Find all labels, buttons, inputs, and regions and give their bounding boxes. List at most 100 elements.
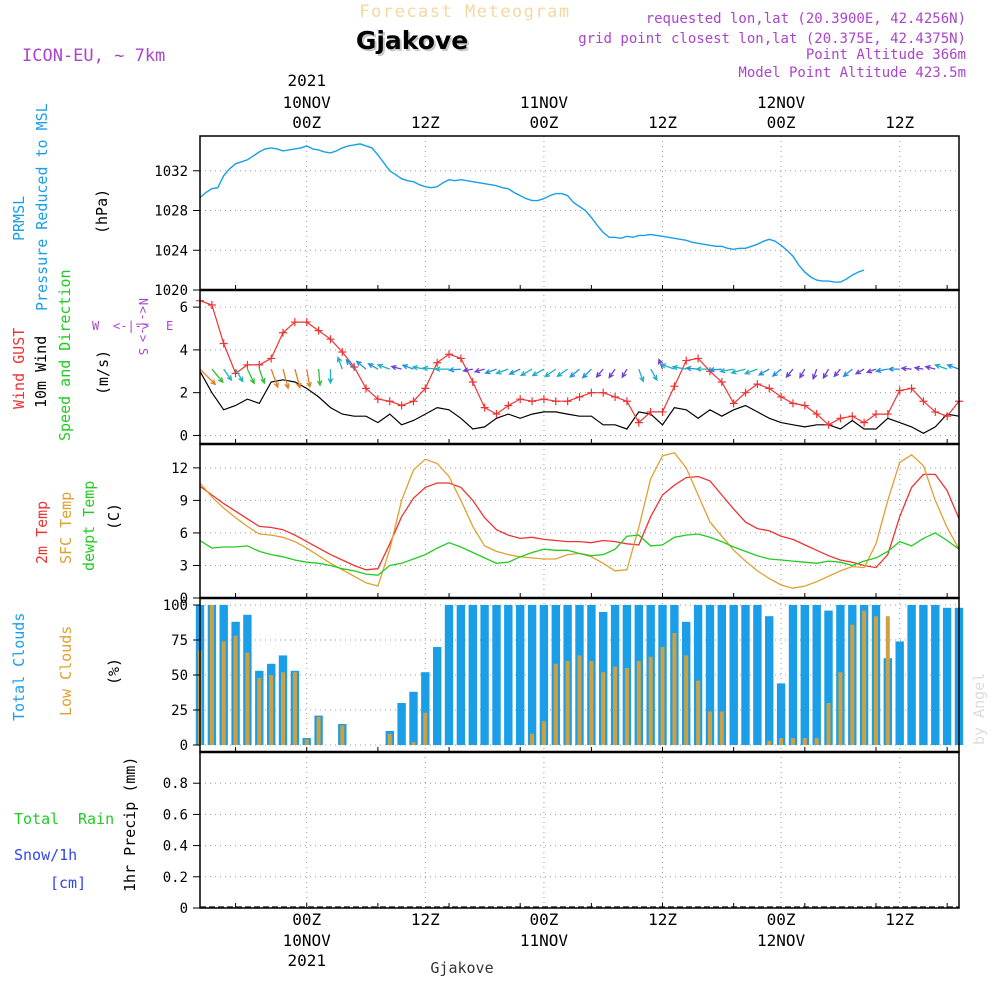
total-cloud-bar [931, 605, 940, 745]
chart-title: Forecast Meteogram [359, 2, 570, 22]
gust-marker [551, 397, 560, 406]
label-cm: [cm] [50, 874, 86, 892]
low-cloud-bar [257, 677, 262, 745]
total-cloud-bar [527, 605, 537, 745]
y-tick-label: 0 [180, 428, 188, 444]
low-cloud-bar [577, 655, 582, 745]
wind-direction-arrow [447, 367, 461, 373]
total-cloud-bar [421, 672, 430, 745]
gust-marker [445, 350, 454, 359]
wind-direction-arrow [946, 363, 960, 370]
y-tick-label: 1032 [154, 164, 188, 180]
wind-direction-arrow [660, 363, 675, 370]
top-time-label: 00Z [292, 113, 321, 132]
wind-direction-arrow [556, 368, 568, 378]
low-cloud-bar [660, 647, 665, 745]
wind-direction-arrow [462, 367, 473, 373]
wind-direction-arrow [345, 358, 355, 370]
low-cloud-bar [316, 717, 321, 745]
label-precip: 1hr Precip (mm) [121, 757, 139, 892]
label-sfc-temp: SFC Temp [57, 492, 75, 564]
wind-direction-arrow [211, 368, 224, 384]
total-cloud-bar [776, 683, 786, 745]
top-time-label: 11NOV [520, 93, 569, 112]
y-tick-label: 0 [180, 591, 188, 607]
compass-ns-arrows: <-|-> [136, 306, 150, 342]
gust-marker [824, 420, 833, 429]
bottom-time-label: 12Z [648, 910, 677, 929]
wind-direction-arrow [235, 368, 244, 383]
temp-sfc-line [199, 451, 960, 589]
y-tick-label: 1020 [154, 283, 188, 299]
gust-marker [788, 399, 797, 408]
gust-marker [587, 388, 596, 397]
total-cloud-bar [895, 641, 904, 745]
wind-direction-arrow [581, 368, 592, 379]
gust-marker [646, 407, 655, 416]
wind-direction-arrow [608, 368, 616, 379]
wind-direction-arrow [336, 355, 343, 370]
total-cloud-bar [919, 605, 928, 745]
gust-marker [302, 318, 311, 327]
low-cloud-bar [233, 635, 238, 745]
bottom-time-label: 00Z [292, 910, 321, 929]
y-tick-label: 4 [180, 343, 188, 359]
wind-direction-arrow [495, 368, 509, 375]
gust-marker [883, 410, 892, 419]
wind-direction-arrow [376, 363, 391, 370]
gust-marker [717, 377, 726, 386]
wind-direction-arrow [695, 366, 710, 372]
low-cloud-bar [767, 740, 772, 745]
wind-speed-line [199, 371, 960, 434]
wind-direction-arrow [638, 368, 645, 383]
gust-marker [207, 300, 216, 309]
low-cloud-bar [814, 738, 819, 745]
y-tick-label: 3 [180, 558, 188, 574]
label-celsius: (C) [105, 503, 123, 530]
total-cloud-bar [433, 647, 442, 745]
total-cloud-bar [456, 605, 466, 745]
wind-direction-arrow [258, 368, 266, 385]
wind-direction-arrow [316, 369, 323, 387]
wind-direction-arrow [719, 367, 734, 374]
y-tick-label: 0 [180, 901, 188, 917]
wind-direction-arrow [757, 368, 770, 376]
bottom-time-label: 12Z [411, 910, 440, 929]
gust-marker [397, 401, 406, 410]
y-tick-label: 6 [180, 300, 188, 316]
grid-layer [200, 136, 959, 909]
top-time-label: 10NOV [283, 93, 332, 112]
wind-direction-arrow [282, 368, 290, 390]
watermark: by Angel [970, 673, 988, 745]
wind-direction-arrow [865, 368, 877, 374]
bottom-time-label: 00Z [767, 910, 796, 929]
wind-direction-arrow [306, 368, 312, 389]
gust-marker [741, 388, 750, 397]
bottom-time-label: 10NOV [283, 931, 332, 950]
gust-marker [314, 326, 323, 335]
bottom-time-label: 11NOV [520, 931, 569, 950]
wind-direction-arrow [671, 364, 687, 371]
label-dewpt-temp: dewpt Temp [80, 481, 98, 571]
total-cloud-bar [539, 605, 549, 745]
label-pressure-msl: Pressure Reduced to MSL [33, 103, 51, 311]
low-cloud-bar [601, 672, 606, 745]
compass-north: N [136, 298, 150, 305]
gust-marker [539, 395, 548, 404]
wind-direction-arrow [913, 365, 924, 372]
gust-marker [338, 348, 347, 357]
label-speed-direction: Speed and Direction [56, 269, 74, 441]
gust-marker [753, 380, 762, 389]
gust-marker [575, 392, 584, 401]
low-cloud-bar [613, 666, 618, 745]
wind-direction-arrow [812, 368, 818, 381]
wind-direction-arrow [434, 366, 449, 372]
gust-marker [326, 335, 335, 344]
wind-direction-arrow [799, 368, 806, 379]
wind-direction-arrow [519, 368, 533, 377]
wind-direction-arrow [650, 368, 658, 382]
top-time-label: 12Z [885, 113, 914, 132]
low-cloud-bar [885, 616, 890, 745]
